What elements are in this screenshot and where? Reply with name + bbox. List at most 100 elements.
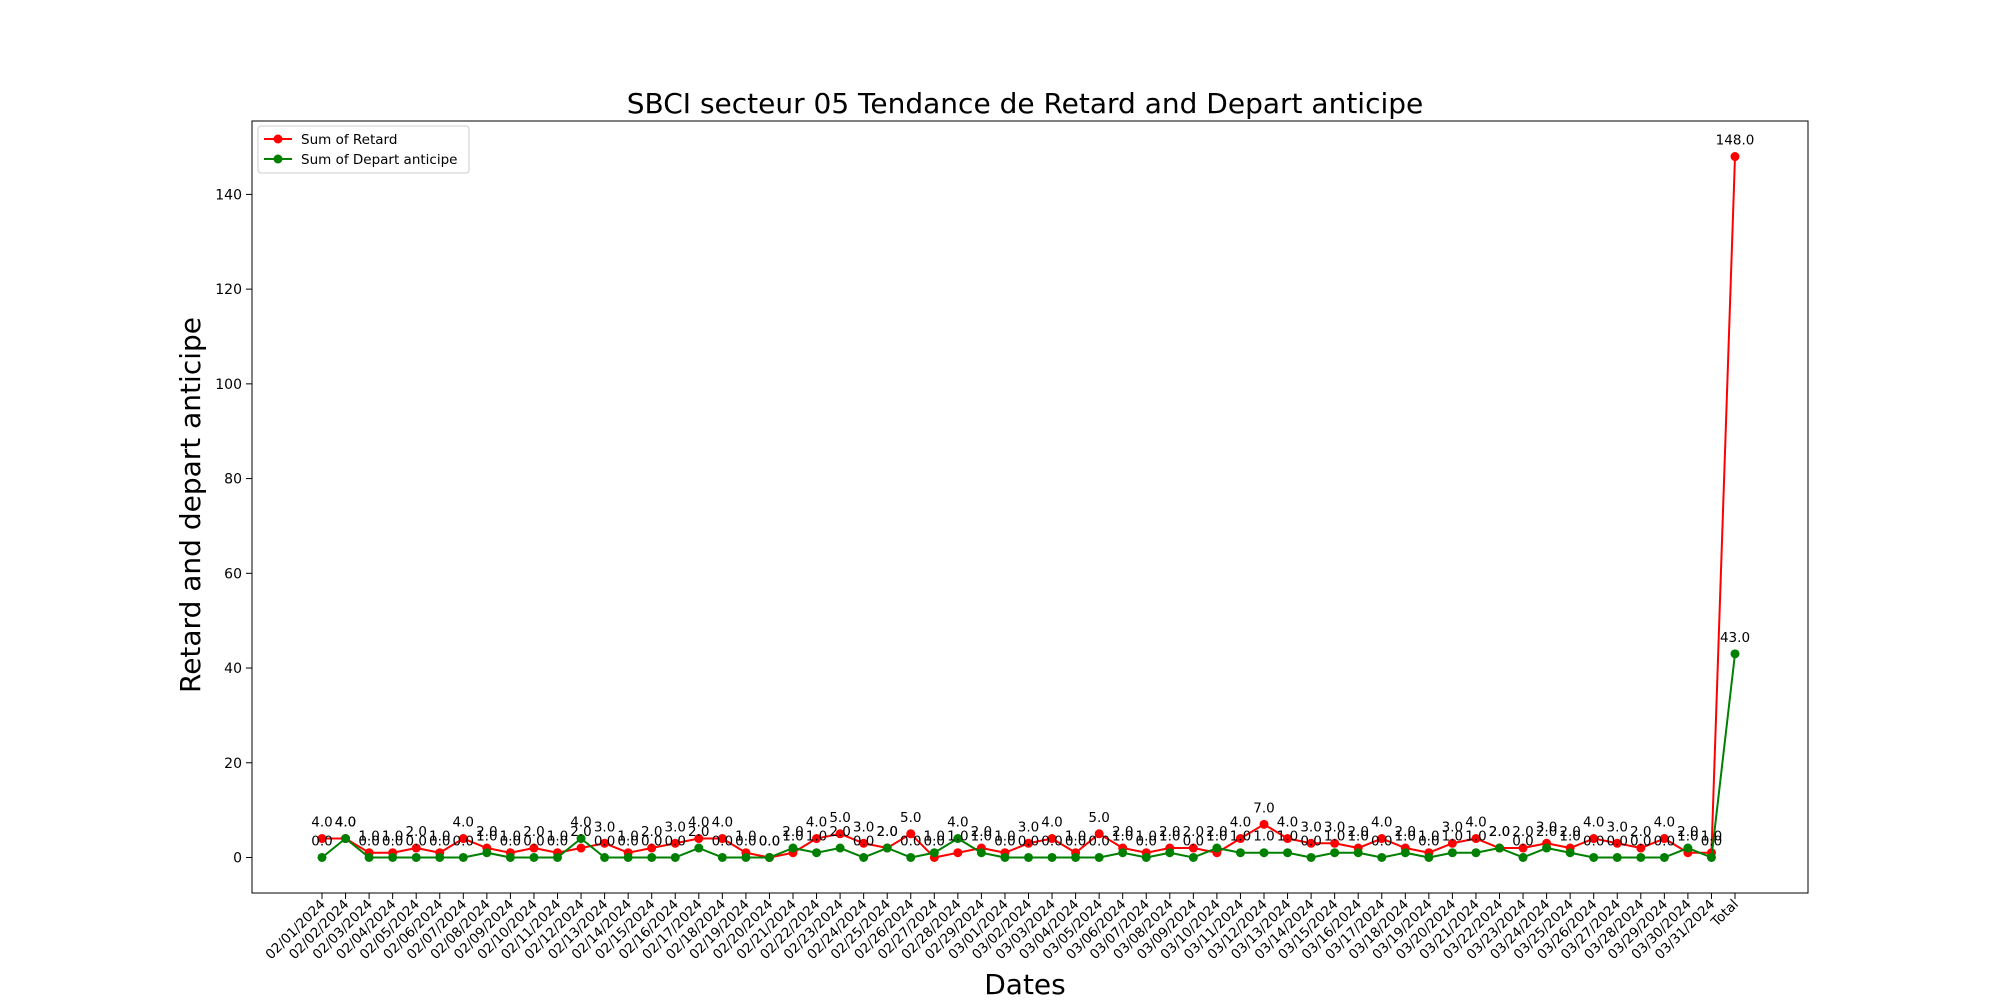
data-point-depart bbox=[976, 848, 986, 858]
data-label-depart: 2.0 bbox=[688, 824, 709, 840]
data-point-retard bbox=[1471, 834, 1481, 844]
data-label-retard: 4.0 bbox=[1465, 815, 1486, 831]
data-point-depart bbox=[1447, 848, 1457, 858]
data-point-depart bbox=[1000, 852, 1010, 862]
data-point-retard bbox=[1259, 819, 1269, 829]
data-point-retard bbox=[600, 838, 610, 848]
data-point-retard bbox=[1047, 834, 1057, 844]
data-label-depart: 1.0 bbox=[1442, 829, 1463, 845]
data-point-depart bbox=[1683, 843, 1693, 853]
data-label-depart: 2.0 bbox=[1489, 824, 1510, 840]
x-tick-label: Total bbox=[1708, 897, 1742, 931]
data-label-retard: 2.0 bbox=[523, 824, 544, 840]
data-point-depart bbox=[670, 852, 680, 862]
data-label-depart: 0.0 bbox=[500, 833, 521, 849]
data-label-depart: 0.0 bbox=[1512, 833, 1533, 849]
data-point-retard bbox=[717, 834, 727, 844]
data-point-retard bbox=[1283, 834, 1293, 844]
y-tick-label: 20 bbox=[224, 756, 242, 772]
data-label-depart: 0.0 bbox=[1183, 833, 1204, 849]
data-label-retard: 2.0 bbox=[1512, 824, 1533, 840]
data-label-retard: 5.0 bbox=[1088, 810, 1109, 826]
data-point-retard bbox=[1518, 843, 1528, 853]
data-point-depart bbox=[717, 852, 727, 862]
data-label-retard: 1.0 bbox=[1136, 829, 1157, 845]
data-point-retard bbox=[1024, 838, 1033, 848]
data-point-retard bbox=[1612, 838, 1622, 848]
data-label-depart: 1.0 bbox=[1112, 829, 1133, 845]
data-point-retard bbox=[576, 843, 586, 853]
data-point-depart bbox=[788, 843, 798, 853]
data-label-depart: 1.0 bbox=[1395, 829, 1416, 845]
data-label-depart: 0.0 bbox=[1300, 833, 1321, 849]
data-label-depart: 0.0 bbox=[1418, 833, 1439, 849]
data-label-depart: 43.0 bbox=[1720, 630, 1750, 646]
data-point-depart bbox=[741, 852, 751, 862]
data-label-depart: 0.0 bbox=[759, 833, 780, 849]
data-label-depart: 0.0 bbox=[453, 833, 474, 849]
y-tick-label: 40 bbox=[224, 661, 242, 677]
data-point-depart bbox=[882, 843, 892, 853]
data-label-retard: 3.0 bbox=[594, 819, 615, 835]
data-point-depart bbox=[1518, 852, 1528, 862]
data-label-retard: 1.0 bbox=[1065, 829, 1086, 845]
data-label-depart: 0.0 bbox=[1654, 833, 1675, 849]
data-label-retard: 4.0 bbox=[1277, 815, 1298, 831]
data-point-depart bbox=[1542, 843, 1552, 853]
data-label-depart: 1.0 bbox=[1230, 829, 1251, 845]
data-label-retard: 4.0 bbox=[806, 815, 827, 831]
data-label-retard: 3.0 bbox=[1536, 819, 1557, 835]
data-label-depart: 1.0 bbox=[1324, 829, 1345, 845]
data-point-retard bbox=[859, 838, 869, 848]
data-label-retard: 1.0 bbox=[735, 829, 756, 845]
data-label-depart: 0.0 bbox=[405, 833, 426, 849]
data-label-retard: 1.0 bbox=[547, 829, 568, 845]
data-point-retard bbox=[1235, 834, 1245, 844]
data-label-depart: 1.0 bbox=[1277, 829, 1298, 845]
data-label-retard: 4.0 bbox=[311, 815, 332, 831]
data-label-retard: 2.0 bbox=[1112, 824, 1133, 840]
data-point-depart bbox=[1165, 848, 1175, 858]
data-label-depart: 1.0 bbox=[476, 829, 497, 845]
data-point-depart bbox=[1659, 852, 1669, 862]
data-point-depart bbox=[1212, 843, 1222, 853]
data-label-depart: 2.0 bbox=[1206, 824, 1227, 840]
data-label-depart: 0.0 bbox=[641, 833, 662, 849]
data-label-retard: 4.0 bbox=[453, 815, 474, 831]
data-point-retard bbox=[1636, 843, 1646, 853]
data-point-retard bbox=[1659, 834, 1669, 844]
x-axis-label: Dates bbox=[984, 968, 1066, 1000]
data-point-depart bbox=[812, 848, 822, 858]
data-label-depart: 1.0 bbox=[1347, 829, 1368, 845]
data-point-retard bbox=[906, 829, 916, 839]
data-label-retard: 1.0 bbox=[782, 829, 803, 845]
data-label-depart: 0.0 bbox=[1065, 833, 1086, 849]
data-label-depart: 0.0 bbox=[594, 833, 615, 849]
data-label-depart: 0.0 bbox=[1371, 833, 1392, 849]
data-point-depart bbox=[1565, 848, 1575, 858]
data-label-depart: 0.0 bbox=[523, 833, 544, 849]
data-label-retard: 3.0 bbox=[1324, 819, 1345, 835]
data-label-depart: 1.0 bbox=[1465, 829, 1486, 845]
plot-area: 02040608010012014002/01/202402/02/202402… bbox=[215, 120, 1809, 963]
data-label-retard: 5.0 bbox=[829, 810, 850, 826]
data-point-retard bbox=[317, 834, 327, 844]
data-label-retard: 4.0 bbox=[1041, 815, 1062, 831]
data-label-retard: 3.0 bbox=[853, 819, 874, 835]
series-line-retard bbox=[322, 156, 1736, 859]
data-label-depart: 0.0 bbox=[853, 833, 874, 849]
data-point-depart bbox=[694, 843, 704, 853]
y-tick-label: 140 bbox=[215, 187, 242, 203]
data-label-retard: 2.0 bbox=[1347, 824, 1368, 840]
data-label-depart: 1.0 bbox=[924, 829, 945, 845]
data-point-depart bbox=[1589, 852, 1599, 862]
data-point-depart bbox=[435, 852, 445, 862]
data-label-retard: 4.0 bbox=[1230, 815, 1251, 831]
data-label-retard: 1.0 bbox=[429, 829, 450, 845]
data-label-retard: 4.0 bbox=[712, 815, 733, 831]
data-point-depart bbox=[317, 852, 327, 862]
data-point-depart bbox=[1024, 852, 1033, 862]
data-point-depart bbox=[364, 852, 374, 862]
data-point-depart bbox=[1235, 848, 1245, 858]
